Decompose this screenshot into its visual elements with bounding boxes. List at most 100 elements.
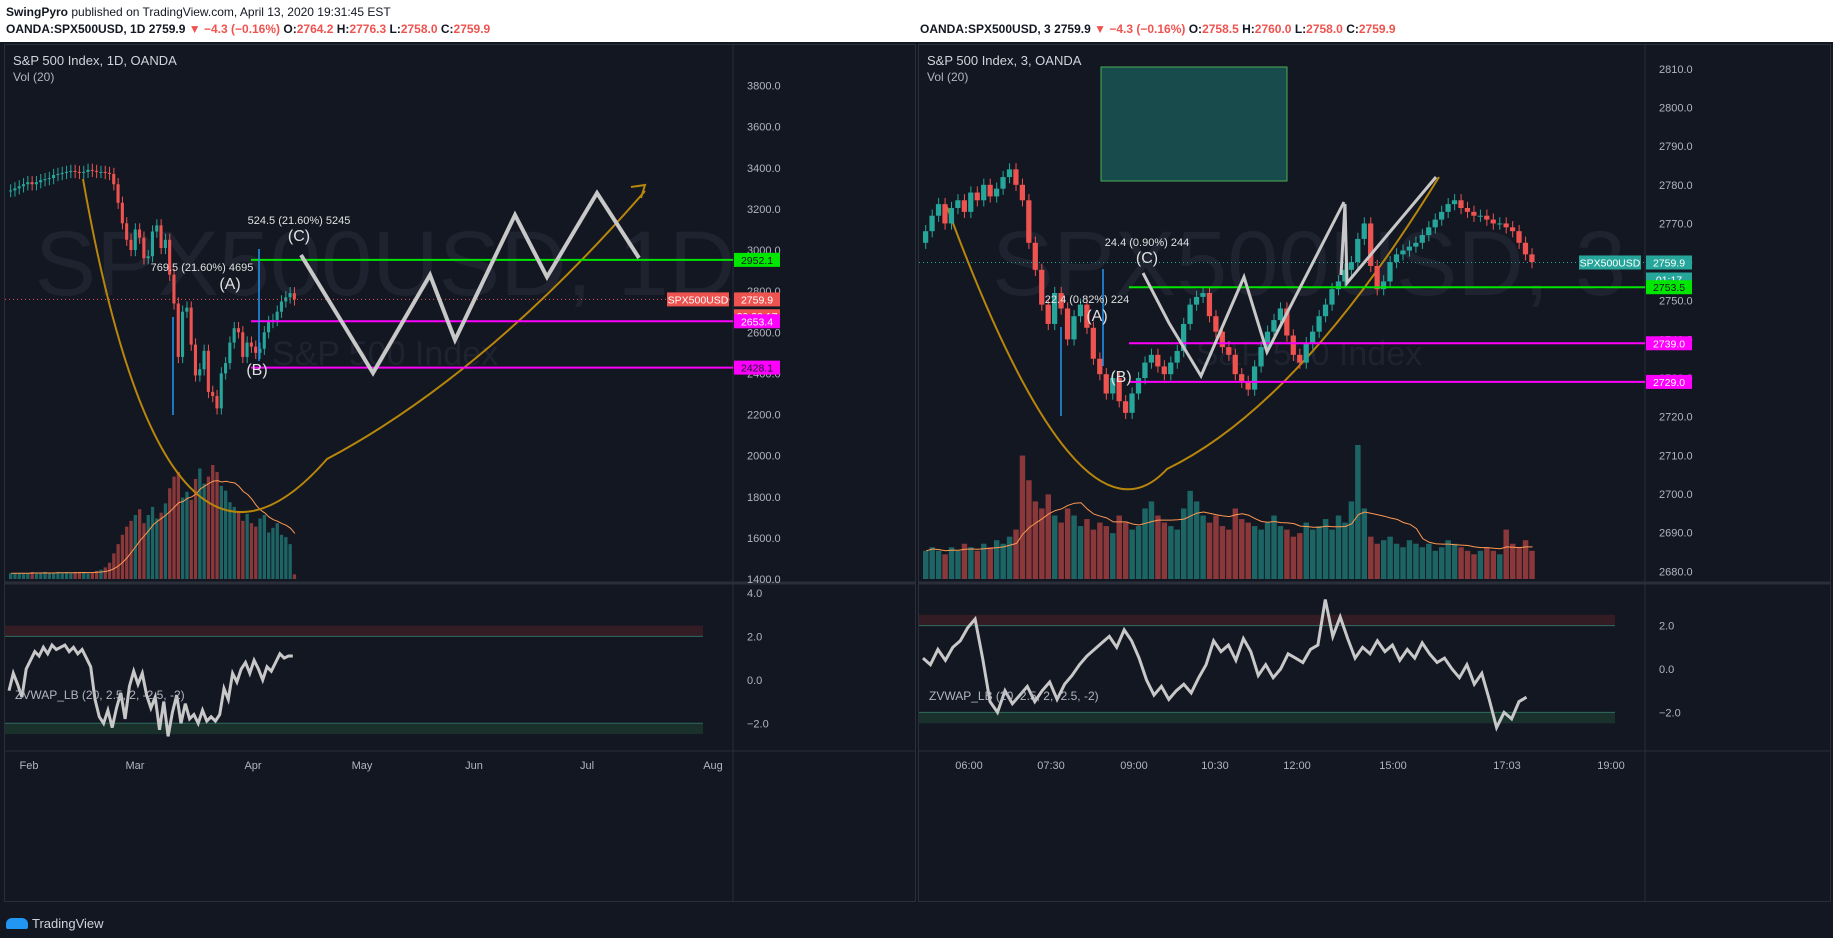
volume-bar: [1380, 540, 1387, 579]
candle-body: [168, 239, 172, 275]
volume-bar: [236, 511, 241, 579]
intraday-chart-svg[interactable]: SPX500USD, 3S&P 500 Index2810.02800.0279…: [919, 45, 1830, 901]
price-tick-label: 3800.0: [747, 81, 781, 93]
candle-body: [1000, 177, 1006, 189]
candle-body: [1213, 316, 1219, 332]
candle-body: [236, 328, 240, 333]
volume-bar: [1039, 508, 1045, 579]
volume-bar: [1387, 536, 1393, 579]
volume-bar: [146, 515, 150, 579]
publish-header: SwingPyro published on TradingView.com, …: [0, 0, 1833, 42]
candle-body: [1477, 215, 1483, 217]
left-low: 2758.0: [400, 22, 438, 36]
price-tick-label: 2700.0: [1659, 489, 1693, 501]
volume-bar: [1464, 550, 1471, 579]
volume-bar: [1413, 543, 1419, 579]
volume-bar: [30, 572, 34, 579]
candle-body: [1355, 238, 1361, 263]
candle-body: [17, 186, 21, 189]
daily-chart-svg[interactable]: SPX500USD, 1DS&P 500 Index3800.03600.034…: [5, 45, 915, 901]
price-axis-tag: [734, 292, 780, 307]
price-tick-label: 2800.0: [1659, 103, 1693, 115]
volume-bar: [95, 570, 99, 579]
price-tick-label: 1600.0: [747, 533, 781, 545]
candle-body: [262, 332, 266, 349]
volume-bar: [1097, 522, 1103, 579]
volume-bar: [64, 572, 69, 579]
candle-body: [942, 204, 948, 224]
volume-bar: [292, 574, 297, 579]
candle-body: [1142, 362, 1148, 379]
cup-curve: [946, 176, 1440, 491]
volume-bar: [942, 554, 948, 579]
candle-body: [1335, 281, 1342, 290]
volume-bar: [1277, 526, 1284, 579]
time-tick-label: 17:03: [1493, 760, 1521, 772]
footer: TradingView: [0, 906, 1833, 938]
left-h-label: H:: [336, 22, 350, 36]
candle-body: [987, 184, 993, 197]
candle-body: [929, 215, 935, 232]
volume-bar: [1484, 547, 1490, 579]
volume-bar: [39, 573, 43, 579]
volume-bar: [26, 573, 30, 579]
volume-bar: [120, 534, 125, 579]
oversold-band: [5, 723, 703, 735]
candle-body: [923, 231, 929, 243]
left-high: 2776.3: [349, 22, 387, 36]
candle-body: [1522, 242, 1529, 255]
daily-volume-label: Vol (20): [13, 70, 55, 84]
volume-bar: [1148, 501, 1155, 579]
candle-body: [52, 174, 56, 179]
volume-bar: [993, 540, 1000, 579]
candle-body: [219, 373, 223, 409]
volume-bar: [284, 537, 288, 579]
price-axis-tag-label: 2759.9: [1653, 257, 1685, 269]
price-axis-tag: [734, 314, 780, 329]
candle-body: [77, 171, 81, 173]
candle-body: [112, 173, 116, 185]
volume-bar: [1419, 547, 1426, 579]
volume-bar: [1432, 550, 1438, 579]
price-axis-tag: [1579, 255, 1641, 270]
right-h-label: H:: [1242, 22, 1255, 36]
price-axis-tag-label: 2753.5: [1653, 282, 1685, 294]
candle-body: [1329, 289, 1335, 305]
candle-body: [1251, 366, 1258, 390]
candle-body: [267, 322, 271, 333]
intraday-chart-panel[interactable]: SPX500USD, 3 S&P 500 Index 2810.0 2800.0 279…: [918, 44, 1831, 902]
volume-bar: [1290, 536, 1297, 579]
price-axis-tag-label: SPX500USD: [668, 294, 729, 306]
volume-bar: [1129, 529, 1135, 579]
price-axis-tag: [1646, 255, 1692, 270]
daily-chart-panel[interactable]: SPX500USD, 1D S&P 500 Index 3800.0 3600.0 34…: [4, 44, 916, 902]
right-c-label: C:: [1346, 22, 1359, 36]
volume-bar: [1071, 515, 1077, 579]
tradingview-cloud-icon: [6, 918, 28, 929]
candle-body: [1122, 401, 1129, 413]
candle-body: [1509, 227, 1516, 232]
tradingview-logo[interactable]: TradingView: [6, 916, 104, 931]
volume-bar: [163, 503, 168, 579]
price-tick-label: 3000.0: [747, 245, 781, 257]
author-name[interactable]: SwingPyro: [6, 5, 69, 19]
price-axis-tag: [734, 360, 780, 375]
volume-bar: [1406, 540, 1413, 579]
candle-body: [1084, 304, 1090, 328]
right-low: 2758.0: [1306, 22, 1343, 36]
right-symbol: OANDA:SPX500USD, 3: [920, 22, 1051, 36]
candle-body: [116, 184, 120, 203]
volume-bar: [245, 513, 249, 579]
target-zone-box: [1100, 66, 1288, 182]
candle-body: [1361, 223, 1367, 239]
volume-bar: [1213, 515, 1219, 579]
candle-body: [1439, 211, 1445, 220]
candle-body: [1451, 200, 1458, 205]
price-tick-label: 2000.0: [747, 451, 781, 463]
price-tick-label: 3600.0: [747, 122, 781, 134]
candle-body: [107, 172, 111, 174]
time-tick-label: Apr: [244, 760, 261, 772]
oscillator-line: [7, 642, 293, 737]
candle-body: [1284, 308, 1290, 336]
candle-body: [159, 225, 163, 248]
